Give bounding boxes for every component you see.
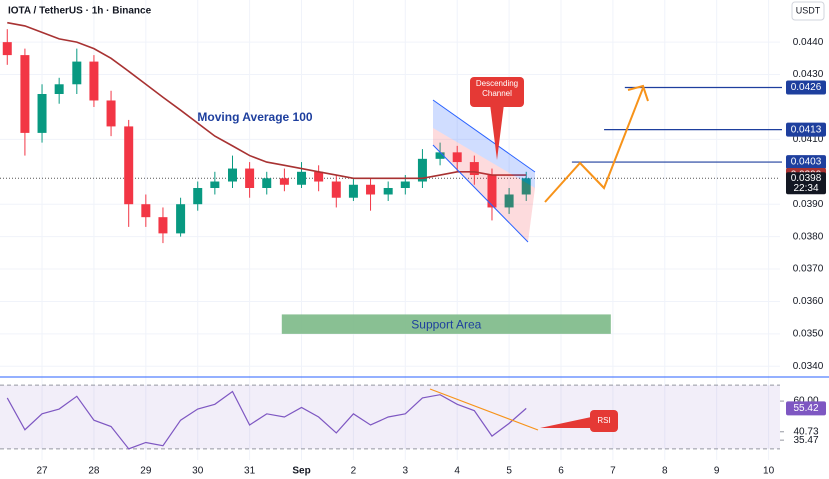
x-tick-label: 3 (403, 466, 409, 477)
candle-body (124, 126, 134, 205)
candle-body (262, 178, 272, 188)
candle-body (227, 168, 237, 182)
candle-body (383, 188, 393, 195)
x-tick-label: Sep (292, 466, 310, 477)
callout-text-box: Descending Channel (475, 79, 519, 98)
rsi-tick-label: 60.00 (793, 396, 818, 407)
candle-body (435, 152, 445, 159)
level-label: 0.0426 (791, 82, 822, 93)
y-tick-label: 0.0440 (793, 37, 824, 48)
x-tick-label: 27 (36, 466, 48, 477)
y-tick-label: 0.0410 (793, 134, 824, 145)
last-price-box (786, 172, 826, 195)
callout-pointer (490, 104, 504, 160)
candle-body (504, 194, 514, 208)
channel-top (432, 99, 536, 173)
candle-body (54, 84, 64, 94)
rsi-callout-pointer (540, 416, 596, 428)
candle-body (469, 162, 479, 176)
rsi-line (6, 390, 527, 450)
projection-path (544, 87, 644, 203)
level-label: 0.0403 (791, 157, 822, 168)
candle-body (2, 42, 12, 56)
channel-label: Descending Channel (475, 79, 519, 98)
x-tick-label: 4 (454, 466, 460, 477)
rsi-tick-label: 35.47 (793, 435, 818, 446)
x-tick-label: 28 (88, 466, 100, 477)
x-tick-label: 10 (763, 466, 775, 477)
y-tick-label: 0.0390 (793, 199, 824, 210)
y-tick-label: 0.0340 (793, 361, 824, 372)
candle-body (141, 204, 151, 218)
x-tick-label: 8 (662, 466, 668, 477)
x-tick-label: 30 (192, 466, 204, 477)
plot: 27 28 29 30 31 Sep 2 3 4 5 6 7 8 9 10 0.0440 0.0430 0.041… (0, 21, 829, 477)
support-label: Support Area (411, 317, 481, 331)
last-price-label: 0.0398 (791, 173, 822, 184)
rsi-value-box (786, 401, 826, 416)
rsi-value-label: 55.42 (793, 403, 818, 414)
candle-body (72, 61, 82, 85)
candle-body (210, 181, 220, 188)
candle-body (193, 188, 203, 205)
candle-body (487, 175, 497, 208)
candle-body (106, 100, 116, 127)
rsi-tick-label: 40.73 (793, 426, 818, 437)
y-tick-label: 0.0360 (793, 296, 824, 307)
candle-body (245, 168, 255, 188)
x-tick-label: 5 (506, 466, 512, 477)
candle-body (20, 55, 30, 133)
rsi-trendline (429, 388, 539, 431)
x-tick-label: 29 (140, 466, 152, 477)
candle-body (366, 184, 376, 195)
candle-body (176, 204, 186, 234)
countdown: 22:34 (793, 183, 818, 194)
candle-body (417, 158, 427, 182)
callout-box (470, 77, 524, 107)
level-label-box (786, 122, 826, 137)
candle-body (521, 178, 531, 195)
channel-bottom (432, 144, 529, 243)
candle-body (158, 217, 168, 234)
candle-body (89, 61, 99, 101)
candle-body (279, 178, 289, 185)
currency-box (791, 1, 825, 21)
rsi-label: RSI (597, 416, 610, 425)
y-tick-label: 0.0370 (793, 264, 824, 275)
x-tick-label: 6 (558, 466, 564, 477)
level-label-box (786, 155, 826, 170)
candle-body (297, 171, 307, 185)
x-tick-label: 7 (610, 466, 616, 477)
y-tick-label: 0.0430 (793, 69, 824, 80)
grid (0, 0, 780, 460)
level-label-box (786, 80, 826, 95)
moving-average (7, 21, 527, 180)
symbol-title: IOTA / TetherUS · 1h · Binance (8, 6, 152, 17)
y-tick-label: 0.0380 (793, 231, 824, 242)
candle-body (331, 181, 341, 198)
support-area (281, 314, 611, 334)
x-tick-label: 9 (714, 466, 720, 477)
candle-body (314, 171, 324, 182)
channel-lower-fill (433, 128, 535, 242)
y-tick-label: 0.0350 (793, 329, 824, 340)
currency: USDT (796, 5, 821, 15)
candle-body (452, 152, 462, 163)
x-tick-label: 2 (351, 466, 357, 477)
rsi-callout-box (590, 410, 618, 432)
level-label: 0.0413 (791, 124, 822, 135)
x-tick-label: 31 (244, 466, 256, 477)
candle-body (37, 94, 47, 133)
candle-body (348, 184, 358, 198)
projection-arrowhead (627, 84, 649, 102)
candle-body (400, 181, 410, 188)
ma-annotation: Moving Average 100 (197, 110, 312, 124)
channel-upper-fill (433, 100, 535, 188)
